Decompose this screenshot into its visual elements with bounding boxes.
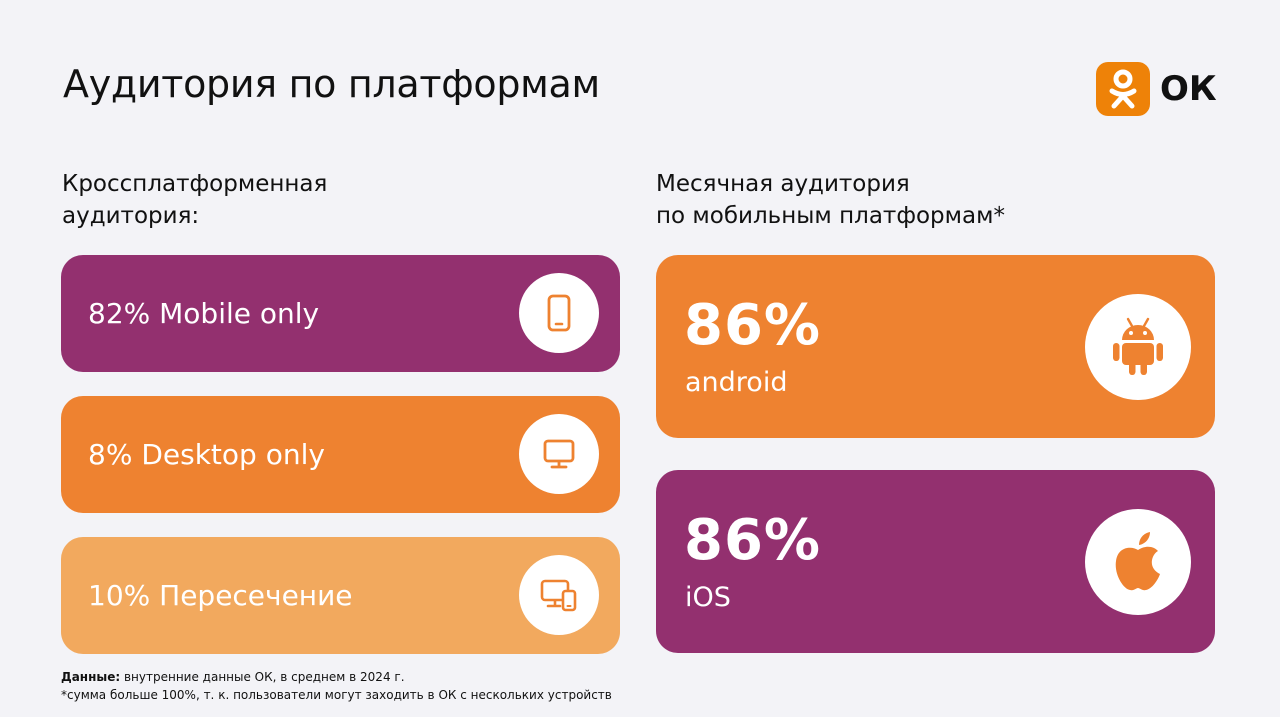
monitor-icon <box>519 414 599 494</box>
android-card: 86% android <box>656 255 1215 438</box>
crossover-label: 10% Пересечение <box>88 579 353 612</box>
left-heading-line-1: Кроссплатформенная <box>62 171 328 197</box>
android-percent: 86% <box>684 293 822 358</box>
footnote-note: *сумма больше 100%, т. к. пользователи м… <box>61 688 612 702</box>
left-heading-line-2: аудитория: <box>62 203 200 229</box>
desktop-only-card: 8% Desktop only <box>61 396 620 513</box>
page-title: Аудитория по платформам <box>63 62 600 106</box>
right-heading-line-1: Месячная аудитория <box>656 171 910 197</box>
android-icon <box>1085 294 1191 400</box>
footnote: Данные: внутренние данные ОК, в среднем … <box>61 668 612 704</box>
crossover-card: 10% Пересечение <box>61 537 620 654</box>
ios-card: 86% iOS <box>656 470 1215 653</box>
devices-icon <box>519 555 599 635</box>
ok-logo[interactable]: ОК <box>1096 62 1217 116</box>
footnote-source-text: внутренние данные ОК, в среднем в 2024 г… <box>120 670 405 684</box>
android-label: android <box>685 367 788 398</box>
footnote-source: Данные: внутренние данные ОК, в среднем … <box>61 668 612 686</box>
phone-icon <box>519 273 599 353</box>
left-column-heading: Кроссплатформенная аудитория: <box>62 168 327 232</box>
apple-icon <box>1085 509 1191 615</box>
right-heading-line-2: по мобильным платформам* <box>656 203 1005 229</box>
right-column-heading: Месячная аудитория по мобильным платформ… <box>656 168 1005 232</box>
ok-logo-icon <box>1096 62 1150 116</box>
ok-logo-text: ОК <box>1160 69 1217 109</box>
ios-label: iOS <box>685 582 731 613</box>
desktop-only-label: 8% Desktop only <box>88 438 325 471</box>
footnote-source-label: Данные: <box>61 670 121 684</box>
ios-percent: 86% <box>684 508 822 573</box>
mobile-only-label: 82% Mobile only <box>88 297 320 330</box>
mobile-only-card: 82% Mobile only <box>61 255 620 372</box>
